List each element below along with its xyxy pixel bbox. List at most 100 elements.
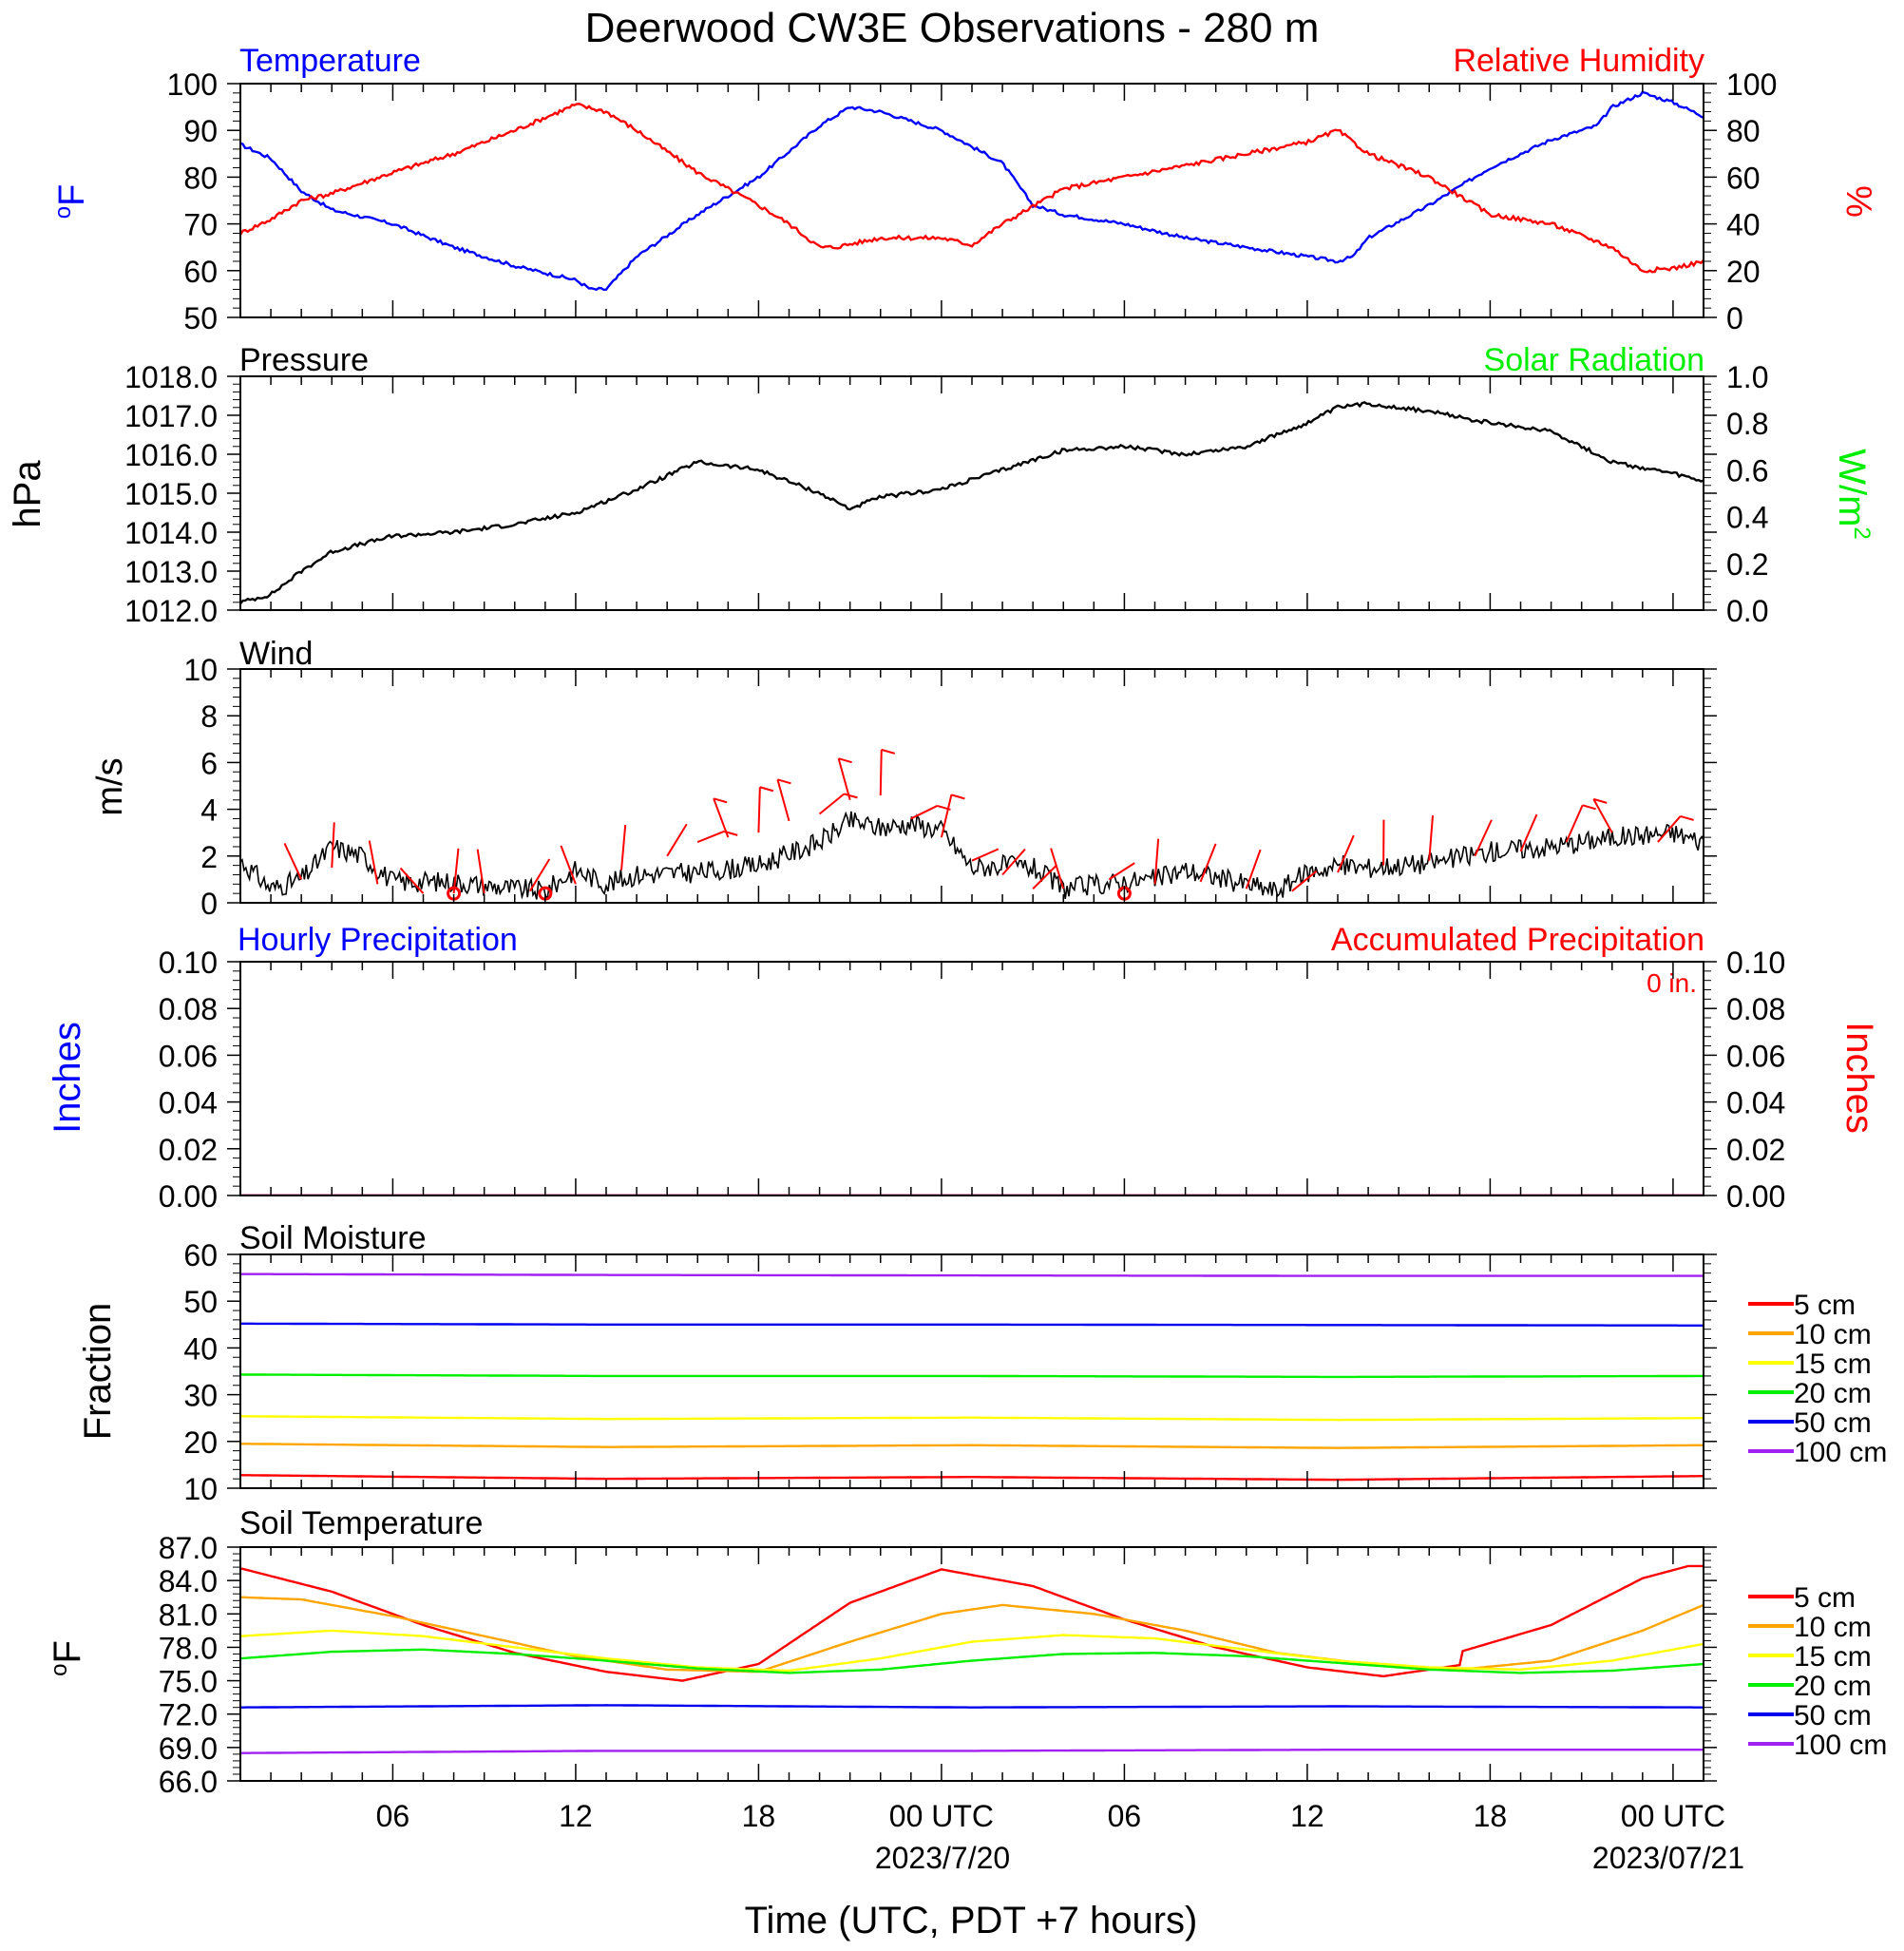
wind-barb xyxy=(399,867,425,894)
legend-label: 50 cm xyxy=(1794,1407,1872,1439)
y-tick-label: 50 xyxy=(183,301,218,335)
series-line-15-cm xyxy=(240,1629,1704,1673)
x-tick-label: 12 xyxy=(1290,1799,1324,1833)
accum-precip-total: 0 in. xyxy=(1647,968,1697,998)
humidity-axis-ticks: 100 80 60 40 20 0 xyxy=(1726,67,1777,335)
y-tick-label: 8 xyxy=(200,699,218,734)
soil-moisture-panel: Soil Moisture Fraction 60 50 40 30 20 10 5 cm… xyxy=(77,1220,1887,1506)
accum-precip-unit-label: Inches xyxy=(1838,1022,1880,1134)
wind-barb xyxy=(1565,804,1584,843)
humidity-title: Relative Humidity xyxy=(1453,43,1704,79)
panel-frame xyxy=(239,375,1704,611)
legend-label: 100 cm xyxy=(1794,1437,1887,1468)
y-tick-label: 4 xyxy=(200,794,218,828)
wind-barb xyxy=(1050,848,1065,889)
x-tick-label: 18 xyxy=(1474,1799,1508,1833)
y-tick-label: 70 xyxy=(183,208,218,242)
pressure-solar-panel: Pressure Solar Radiation hPa W/m2 1018.0… xyxy=(7,342,1875,628)
wind-barb xyxy=(879,749,883,795)
series-line-100-cm xyxy=(240,1748,1704,1754)
series-line-15-cm xyxy=(240,1415,1704,1422)
y-tick-label: 6 xyxy=(200,746,218,780)
wind-barb-flag xyxy=(1582,804,1596,811)
y-right-tick-label: 0.6 xyxy=(1726,453,1768,488)
y-tick-label: 80 xyxy=(183,161,218,195)
legend-label: 10 cm xyxy=(1794,1612,1872,1643)
svg-text:hPa: hPa xyxy=(7,460,48,528)
y-tick-label: 72.0 xyxy=(159,1698,218,1732)
soil-moisture-series xyxy=(240,1272,1704,1482)
wind-barb-flag xyxy=(881,748,896,755)
legend-label: 5 cm xyxy=(1794,1582,1856,1614)
x-tick-label: 06 xyxy=(376,1799,410,1833)
soil-temperature-series xyxy=(240,1564,1704,1754)
accum-precip-title: Accumulated Precipitation xyxy=(1331,922,1704,958)
svg-text:oF: oF xyxy=(47,1640,88,1676)
pressure-series xyxy=(240,401,1704,604)
y-tick-label: 0 xyxy=(200,887,218,921)
y-tick-label: 0.04 xyxy=(159,1086,218,1120)
solar-title: Solar Radiation xyxy=(1484,342,1704,378)
soil-temperature-title: Soil Temperature xyxy=(239,1505,483,1541)
y-right-tick-label: 60 xyxy=(1726,161,1761,195)
svg-text:Fraction: Fraction xyxy=(77,1303,119,1441)
humidity-unit-label: % xyxy=(1838,185,1878,218)
wind-barb xyxy=(452,848,460,894)
y-right-tick-label: 80 xyxy=(1726,114,1761,148)
series-line-5-cm xyxy=(240,1474,1704,1482)
x-axis-label: Time (UTC, PDT +7 hours) xyxy=(745,1900,1198,1941)
wind-barb xyxy=(696,830,725,843)
precipitation-panel: Hourly Precipitation Accumulated Precipi… xyxy=(47,922,1880,1214)
y-tick-label: 90 xyxy=(183,114,218,148)
y-tick-label: 75.0 xyxy=(159,1665,218,1699)
wind-barb xyxy=(666,823,688,857)
soil-temperature-panel: Soil Temperature oF 87.084.081.078.075.0… xyxy=(47,1505,1887,1799)
y-tick-label: 30 xyxy=(183,1379,218,1413)
soil-temperature-unit-label: oF xyxy=(47,1640,88,1676)
y-tick-label: 84.0 xyxy=(159,1564,218,1598)
series-line-20-cm xyxy=(240,1373,1704,1379)
wind-barb xyxy=(910,805,938,820)
panel-x-ticks xyxy=(270,1547,1674,1781)
y-tick-label: 40 xyxy=(183,1331,218,1366)
y-right-tick-label: 0.04 xyxy=(1726,1086,1785,1120)
y-right-tick-label: 0.4 xyxy=(1726,501,1768,535)
panel-frame xyxy=(239,1546,1704,1782)
wind-barb xyxy=(940,794,953,838)
y-right-tick-label: 20 xyxy=(1726,255,1761,289)
y-right-tick-label: 0.00 xyxy=(1726,1179,1785,1214)
legend-label: 10 cm xyxy=(1794,1319,1872,1350)
y-tick-label: 81.0 xyxy=(159,1597,218,1632)
y-tick-label: 50 xyxy=(183,1285,218,1319)
y-right-tick-label: 0.8 xyxy=(1726,407,1768,441)
y-tick-label: 69.0 xyxy=(159,1731,218,1766)
series-line-50-cm xyxy=(240,1322,1704,1328)
precip-right-axis-ticks: 0.10 0.08 0.06 0.04 0.02 0.00 xyxy=(1726,946,1785,1214)
wind-unit-label: m/s xyxy=(90,757,130,815)
y-tick-label: 0.10 xyxy=(159,946,218,980)
pressure-unit-label: hPa xyxy=(7,460,48,528)
soil-moisture-title: Soil Moisture xyxy=(239,1220,427,1256)
temperature-humidity-panel: Temperature Relative Humidity oF % 100 90… xyxy=(50,43,1878,335)
y-tick-label: 78.0 xyxy=(159,1631,218,1665)
wind-barb xyxy=(1592,798,1613,833)
svg-text:Inches: Inches xyxy=(47,1022,88,1134)
wind-series xyxy=(240,748,1704,901)
wind-barb xyxy=(837,757,851,801)
y-tick-label: 10 xyxy=(183,653,218,687)
pressure-axis-ticks: 1018.0 1017.0 1016.0 1015.0 1014.0 1013.0 1012… xyxy=(124,360,1717,628)
legend-label: 100 cm xyxy=(1794,1730,1887,1761)
series-line-10-cm xyxy=(240,1443,1704,1449)
soil-moisture-unit-label: Fraction xyxy=(77,1303,119,1441)
y-tick-label: 100 xyxy=(167,67,218,102)
wind-barb xyxy=(1337,834,1355,873)
wind-barb xyxy=(1291,870,1318,892)
svg-text:W/m2: W/m2 xyxy=(1831,449,1875,540)
y-right-tick-label: 0.02 xyxy=(1726,1133,1785,1167)
y-tick-label: 0.00 xyxy=(159,1179,218,1214)
wind-barb xyxy=(757,787,761,833)
figure-title: Deerwood CW3E Observations - 280 m xyxy=(585,5,1320,51)
series-line-100-cm xyxy=(240,1272,1704,1277)
series-line-pressure xyxy=(240,401,1704,604)
